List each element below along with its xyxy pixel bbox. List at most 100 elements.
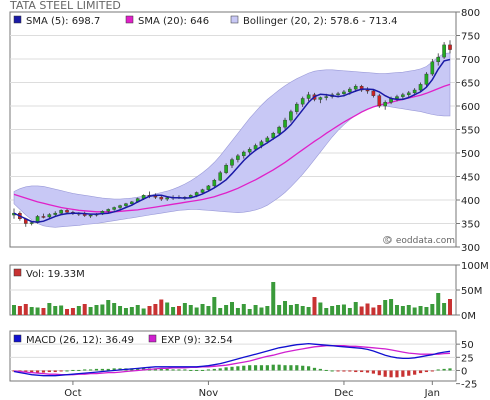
macd-histogram-bar xyxy=(53,370,57,373)
bollinger-legend-swatch xyxy=(230,15,239,24)
volume-bar xyxy=(336,305,341,315)
volume-bar xyxy=(430,304,435,315)
sma20-line xyxy=(13,83,451,213)
volume-tick-label: 50M xyxy=(461,286,482,297)
volume-bar xyxy=(23,304,28,315)
volume-bar xyxy=(70,308,75,315)
macd-histogram-bar xyxy=(65,370,69,372)
volume-bar xyxy=(194,307,199,315)
x-tick-label: Dec xyxy=(334,388,353,399)
macd-histogram-bar xyxy=(24,370,28,373)
volume-bar xyxy=(389,299,394,315)
macd-histogram-bar xyxy=(306,366,311,371)
macd-y-axis: 50 25 0 -25 xyxy=(456,340,477,391)
volume-legend-swatch xyxy=(13,268,22,277)
macd-tick-label: -25 xyxy=(461,380,477,391)
macd-histogram-bar xyxy=(289,365,293,371)
x-tick-label: Jan xyxy=(424,388,440,399)
macd-histogram-bar xyxy=(312,367,317,371)
price-tick-label: 450 xyxy=(461,173,480,184)
candle-body-up xyxy=(418,84,423,91)
volume-bar xyxy=(35,307,40,315)
bollinger-legend-label: Bollinger (20, 2): 578.6 - 713.4 xyxy=(243,16,397,27)
x-tick-label: Oct xyxy=(64,388,81,399)
macd-histogram-bar xyxy=(253,365,258,371)
candle-body-up xyxy=(412,89,417,94)
candle-body-up xyxy=(442,44,446,58)
candlestick xyxy=(383,100,387,110)
macd-histogram-bar xyxy=(41,370,46,373)
volume-bar xyxy=(82,304,87,315)
candle-body-up xyxy=(253,145,258,150)
macd-histogram-bar xyxy=(177,369,181,371)
macd-histogram-bar xyxy=(301,365,305,371)
candlestick xyxy=(206,184,211,191)
candle-body-up xyxy=(206,185,211,190)
volume-bar xyxy=(135,305,140,315)
candle-body-up xyxy=(406,92,411,95)
macd-histogram-bar xyxy=(159,368,163,371)
volume-bar xyxy=(424,307,429,315)
volume-panel: 100M 50M 0M Vol: 19.33M xyxy=(9,261,489,322)
candle-body-up xyxy=(200,189,205,193)
candle-body-up xyxy=(230,159,234,166)
volume-bar xyxy=(394,305,399,315)
volume-bar xyxy=(141,308,146,315)
x-tick-label: Nov xyxy=(199,388,219,399)
candle-body-up xyxy=(395,96,399,99)
candle-body-up xyxy=(194,192,199,196)
candlestick xyxy=(153,193,158,200)
volume-bar xyxy=(300,306,305,315)
volume-bar xyxy=(53,306,58,315)
candle-body-up xyxy=(424,73,429,85)
macd-histogram-bar xyxy=(448,368,452,371)
macd-histogram-bar xyxy=(236,366,240,371)
volume-bar xyxy=(147,306,152,315)
macd-histogram-bar xyxy=(212,368,216,371)
volume-bar xyxy=(341,304,346,315)
macd-histogram-bar xyxy=(59,370,63,372)
macd-histogram-bar xyxy=(165,368,169,371)
price-tick-label: 700 xyxy=(461,55,480,66)
price-tick-label: 600 xyxy=(461,102,480,113)
volume-bar xyxy=(247,309,252,315)
candle-body-up xyxy=(436,56,441,63)
candle-body-down xyxy=(371,90,376,96)
sma5-legend-label: SMA (5): 698.7 xyxy=(26,16,100,27)
volume-tick-label: 100M xyxy=(461,261,489,272)
candle-body-down xyxy=(41,216,46,218)
volume-bar xyxy=(235,308,240,315)
candlestick xyxy=(418,82,423,92)
volume-bar xyxy=(41,308,46,315)
candlestick xyxy=(306,91,311,102)
candlestick xyxy=(53,211,58,216)
volume-bar xyxy=(265,306,270,315)
volume-bar xyxy=(230,302,234,315)
volume-bar xyxy=(241,304,246,315)
candlestick xyxy=(112,206,116,211)
macd-histogram-bar xyxy=(206,369,211,371)
macd-histogram-bar xyxy=(413,370,417,375)
candlestick xyxy=(212,178,217,187)
candlestick xyxy=(430,59,435,76)
candlestick xyxy=(47,213,52,219)
macd-line xyxy=(13,342,451,377)
candlestick xyxy=(224,163,228,175)
macd-histogram-bar xyxy=(283,365,287,371)
candlestick xyxy=(371,89,376,98)
candle-body-up xyxy=(336,93,340,95)
candlestick xyxy=(247,147,252,155)
candlestick xyxy=(241,150,246,159)
macd-signal-line xyxy=(13,345,451,376)
volume-bar xyxy=(159,299,164,315)
volume-bar xyxy=(224,305,229,315)
candle-body-up xyxy=(342,91,346,94)
candlestick xyxy=(318,96,323,104)
candle-body-up xyxy=(318,97,323,100)
candle-body-up xyxy=(353,86,358,90)
macd-histogram-bar xyxy=(295,365,299,371)
candlestick xyxy=(401,92,405,100)
price-tick-label: 300 xyxy=(461,243,480,254)
volume-bar xyxy=(359,306,364,315)
candlestick xyxy=(395,94,399,102)
